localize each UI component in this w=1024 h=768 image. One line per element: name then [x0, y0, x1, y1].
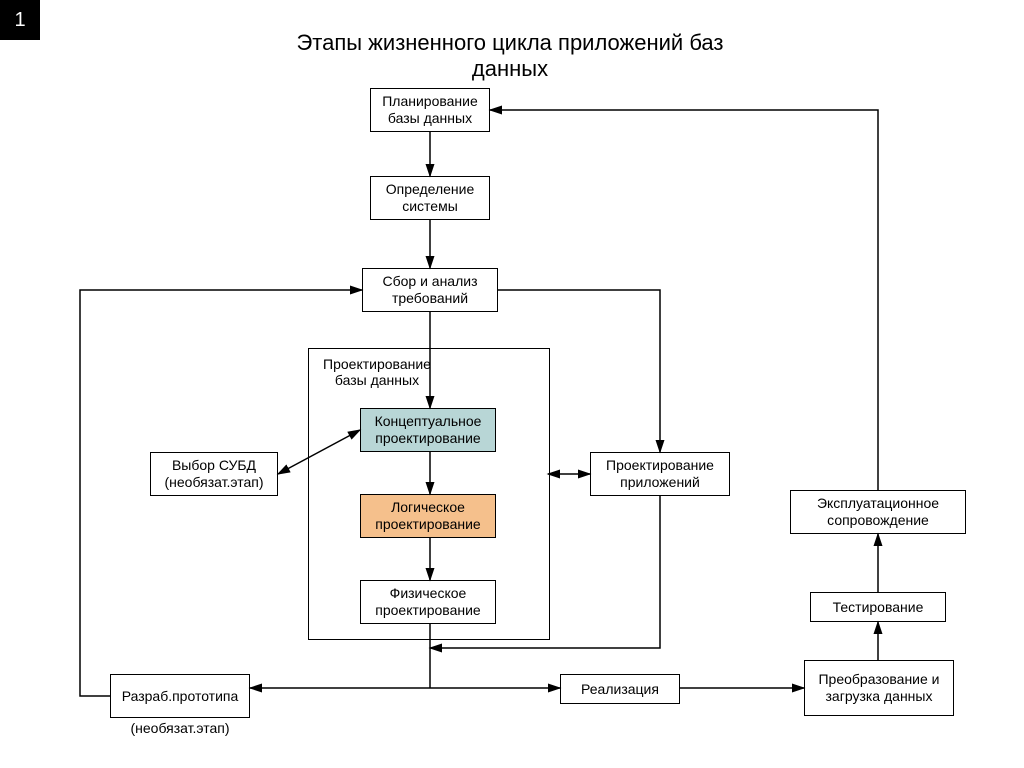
node-maint: Эксплуатационное сопровождение	[790, 490, 966, 534]
node-plan: Планирование базы данных	[370, 88, 490, 132]
diagram-stage: 1 Этапы жизненного цикла приложений баз …	[0, 0, 1024, 768]
node-logic: Логическое проектирование	[360, 494, 496, 538]
node-proto: Разраб.прототипа	[110, 674, 250, 718]
diagram-title: Этапы жизненного цикла приложений баз да…	[280, 30, 740, 82]
node-physical: Физическое проектирование	[360, 580, 496, 624]
node-concept: Концептуальное проектирование	[360, 408, 496, 452]
node-collect: Сбор и анализ требований	[362, 268, 498, 312]
node-dbms: Выбор СУБД (необязат.этап)	[150, 452, 278, 496]
slide-number-text: 1	[14, 9, 25, 32]
node-define: Определение системы	[370, 176, 490, 220]
node-impl: Реализация	[560, 674, 680, 704]
proto-sublabel: (необязат.этап)	[120, 720, 240, 736]
node-appdesign: Проектирование приложений	[590, 452, 730, 496]
design-group-label: Проектирование базы данных	[312, 356, 442, 388]
node-convert: Преобразование и загрузка данных	[804, 660, 954, 716]
slide-number: 1	[0, 0, 40, 40]
node-test: Тестирование	[810, 592, 946, 622]
